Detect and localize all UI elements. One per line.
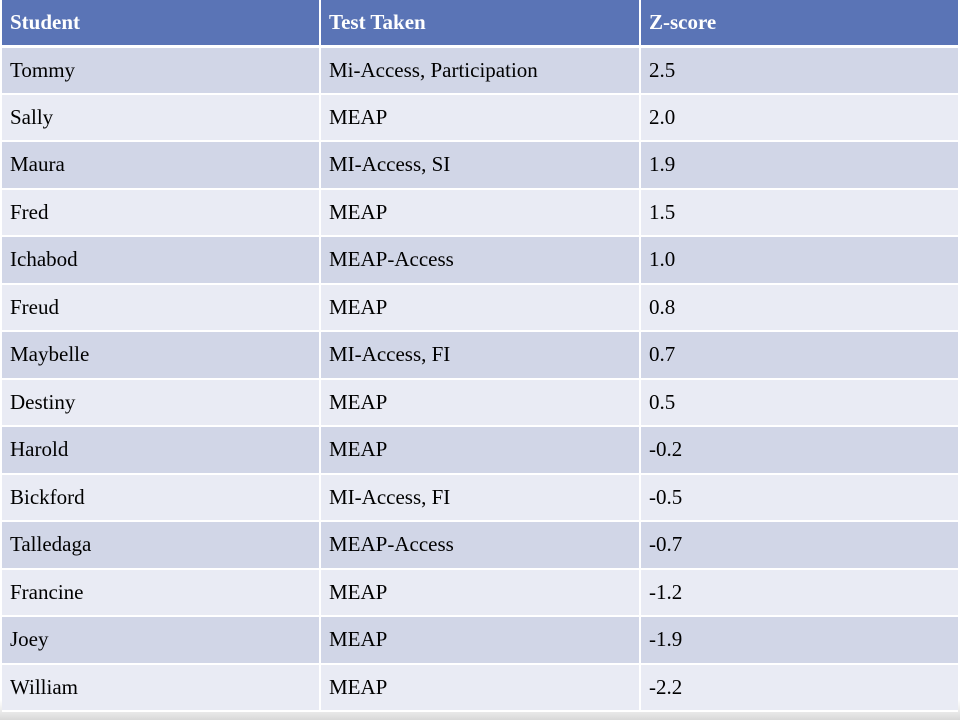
cell-z-score: -0.2	[640, 426, 958, 475]
cell-student: Harold	[2, 426, 321, 475]
header-z-score: Z-score	[640, 0, 958, 48]
cell-test-taken: MEAP	[320, 616, 641, 665]
cell-test-taken: MI-Access, SI	[320, 141, 641, 190]
cell-test-taken: MEAP	[320, 426, 641, 475]
cell-student: William	[2, 663, 321, 712]
cell-student: Sally	[2, 93, 321, 142]
table-row: Bickford MI-Access, FI -0.5	[2, 473, 958, 522]
cell-student: Ichabod	[2, 236, 321, 285]
cell-test-taken: MEAP	[320, 663, 641, 712]
cell-student: Fred	[2, 188, 321, 237]
cell-z-score: -0.7	[640, 521, 958, 570]
cell-test-taken: MEAP-Access	[320, 236, 641, 285]
cell-student: Talledaga	[2, 521, 321, 570]
cell-student: Tommy	[2, 46, 321, 95]
table-row: Harold MEAP -0.2	[2, 426, 958, 475]
cell-student: Destiny	[2, 378, 321, 427]
cell-test-taken: MEAP-Access	[320, 521, 641, 570]
table-row: Talledaga MEAP-Access -0.7	[2, 521, 958, 570]
cell-z-score: 1.9	[640, 141, 958, 190]
cell-test-taken: Mi-Access, Participation	[320, 46, 641, 95]
cell-test-taken: MI-Access, FI	[320, 473, 641, 522]
cell-test-taken: MEAP	[320, 568, 641, 617]
cell-student: Maybelle	[2, 331, 321, 380]
table-row: Destiny MEAP 0.5	[2, 378, 958, 427]
cell-student: Maura	[2, 141, 321, 190]
table-row: Francine MEAP -1.2	[2, 568, 958, 617]
table-row: Tommy Mi-Access, Participation 2.5	[2, 46, 958, 95]
cell-z-score: 0.7	[640, 331, 958, 380]
cell-test-taken: MEAP	[320, 283, 641, 332]
cell-z-score: 1.0	[640, 236, 958, 285]
table-row: Sally MEAP 2.0	[2, 93, 958, 142]
cell-student: Joey	[2, 616, 321, 665]
cell-test-taken: MEAP	[320, 378, 641, 427]
cell-z-score: 0.5	[640, 378, 958, 427]
cell-z-score: 1.5	[640, 188, 958, 237]
cell-z-score: -1.2	[640, 568, 958, 617]
cell-test-taken: MEAP	[320, 188, 641, 237]
table-row: Maura MI-Access, SI 1.9	[2, 141, 958, 190]
cell-test-taken: MI-Access, FI	[320, 331, 641, 380]
table-row: Freud MEAP 0.8	[2, 283, 958, 332]
table-row: William MEAP -2.2	[2, 663, 958, 712]
cell-z-score: -0.5	[640, 473, 958, 522]
cell-z-score: 2.5	[640, 46, 958, 95]
cell-z-score: -2.2	[640, 663, 958, 712]
header-test-taken: Test Taken	[320, 0, 641, 48]
table-header-row: Student Test Taken Z-score	[2, 0, 958, 48]
table-row: Maybelle MI-Access, FI 0.7	[2, 331, 958, 380]
table-row: Joey MEAP -1.9	[2, 616, 958, 665]
cell-z-score: 2.0	[640, 93, 958, 142]
cell-student: Bickford	[2, 473, 321, 522]
table-row: Ichabod MEAP-Access 1.0	[2, 236, 958, 285]
cell-student: Francine	[2, 568, 321, 617]
cell-test-taken: MEAP	[320, 93, 641, 142]
cell-z-score: 0.8	[640, 283, 958, 332]
cell-z-score: -1.9	[640, 616, 958, 665]
cell-student: Freud	[2, 283, 321, 332]
table-row: Fred MEAP 1.5	[2, 188, 958, 237]
header-student: Student	[2, 0, 321, 48]
